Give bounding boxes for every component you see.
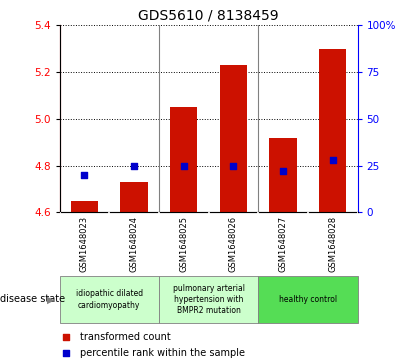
Text: GSM1648026: GSM1648026: [229, 216, 238, 272]
Text: pulmonary arterial
hypertension with
BMPR2 mutation: pulmonary arterial hypertension with BMP…: [173, 284, 245, 315]
Bar: [60, 276, 159, 323]
Bar: [120, 182, 148, 212]
Bar: [258, 276, 358, 323]
Bar: [71, 201, 98, 212]
Point: [230, 163, 237, 168]
Point: [62, 334, 69, 339]
Point: [62, 350, 69, 356]
Point: [131, 163, 137, 168]
Point: [81, 172, 88, 178]
Text: idiopathic dilated
cardiomyopathy: idiopathic dilated cardiomyopathy: [76, 289, 143, 310]
Text: healthy control: healthy control: [279, 295, 337, 304]
Text: transformed count: transformed count: [81, 331, 171, 342]
Text: GSM1648025: GSM1648025: [179, 216, 188, 272]
Point: [180, 163, 187, 168]
Text: percentile rank within the sample: percentile rank within the sample: [81, 348, 245, 358]
Text: GSM1648023: GSM1648023: [80, 216, 89, 272]
Text: GSM1648028: GSM1648028: [328, 216, 337, 272]
Point: [280, 168, 286, 174]
Bar: [319, 49, 346, 212]
Bar: [170, 107, 197, 212]
Text: GSM1648027: GSM1648027: [279, 216, 288, 272]
Text: ▶: ▶: [47, 294, 55, 305]
Point: [330, 157, 336, 163]
Bar: [270, 138, 297, 212]
Title: GDS5610 / 8138459: GDS5610 / 8138459: [138, 9, 279, 23]
Text: GSM1648024: GSM1648024: [129, 216, 139, 272]
Bar: [220, 65, 247, 212]
Text: disease state: disease state: [0, 294, 65, 305]
Bar: [159, 276, 258, 323]
